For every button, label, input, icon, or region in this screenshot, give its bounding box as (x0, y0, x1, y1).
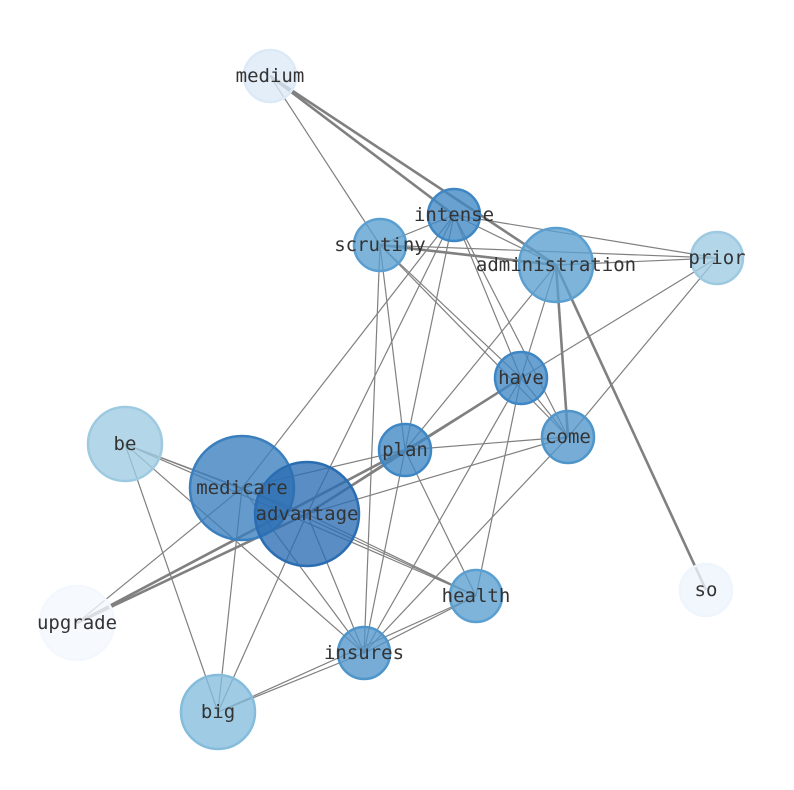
node-administration (517, 226, 595, 304)
node-label-administration: administration (476, 254, 636, 276)
node-label-health: health (442, 585, 511, 607)
edge-intense-come (453, 214, 569, 438)
edge-administration-so (554, 264, 708, 591)
node-label-have: have (498, 367, 544, 389)
node-plan (377, 422, 433, 478)
node-label-plan: plan (382, 439, 428, 461)
edge-medium-scrutiny (269, 75, 381, 246)
edge-come-plan (404, 436, 569, 451)
node-label-big: big (201, 701, 235, 723)
node-scrutiny (352, 217, 408, 273)
edge-prior-have (520, 257, 718, 379)
edge-administration-plan (404, 264, 557, 451)
node-label-so: so (695, 579, 718, 601)
edge-be-insures (124, 443, 365, 654)
node-upgrade (38, 584, 116, 662)
node-label-be: be (114, 433, 137, 455)
edge-intense-advantage (306, 214, 455, 515)
node-have (493, 350, 549, 406)
node-intense (426, 187, 482, 243)
node-health (448, 568, 504, 624)
edge-scrutiny-have (379, 244, 522, 379)
node-be (86, 405, 164, 483)
edge-have-insures (363, 377, 522, 654)
node-label-advantage: advantage (256, 503, 359, 525)
edge-intense-prior (453, 214, 718, 259)
nodes: medium intense scrutiny administration prior… (37, 48, 746, 751)
edge-come-insures (363, 436, 569, 654)
node-so (678, 562, 734, 618)
edge-intense-medicare (241, 214, 455, 489)
node-label-upgrade: upgrade (37, 612, 117, 634)
edge-scrutiny-insures (363, 244, 381, 654)
edges (76, 74, 718, 713)
node-big (179, 673, 257, 751)
node-label-scrutiny: scrutiny (334, 234, 426, 256)
node-label-come: come (545, 426, 591, 448)
node-label-insures: insures (324, 642, 404, 664)
node-medium (242, 48, 298, 104)
edge-medium-administration (269, 74, 557, 267)
node-insures (336, 625, 392, 681)
edge-intense-have (453, 214, 522, 379)
edge-scrutiny-plan (379, 244, 406, 451)
edge-intense-plan (404, 214, 455, 451)
node-label-prior: prior (688, 247, 745, 269)
node-advantage (253, 460, 361, 568)
edge-have-health (475, 377, 522, 597)
node-label-intense: intense (414, 204, 494, 226)
edge-scrutiny-come (379, 244, 569, 438)
edge-medium-intense (269, 74, 455, 217)
node-label-medium: medium (236, 65, 305, 87)
edge-prior-come (567, 257, 718, 438)
node-prior (689, 230, 745, 286)
node-come (540, 409, 596, 465)
node-label-medicare: medicare (196, 477, 288, 499)
